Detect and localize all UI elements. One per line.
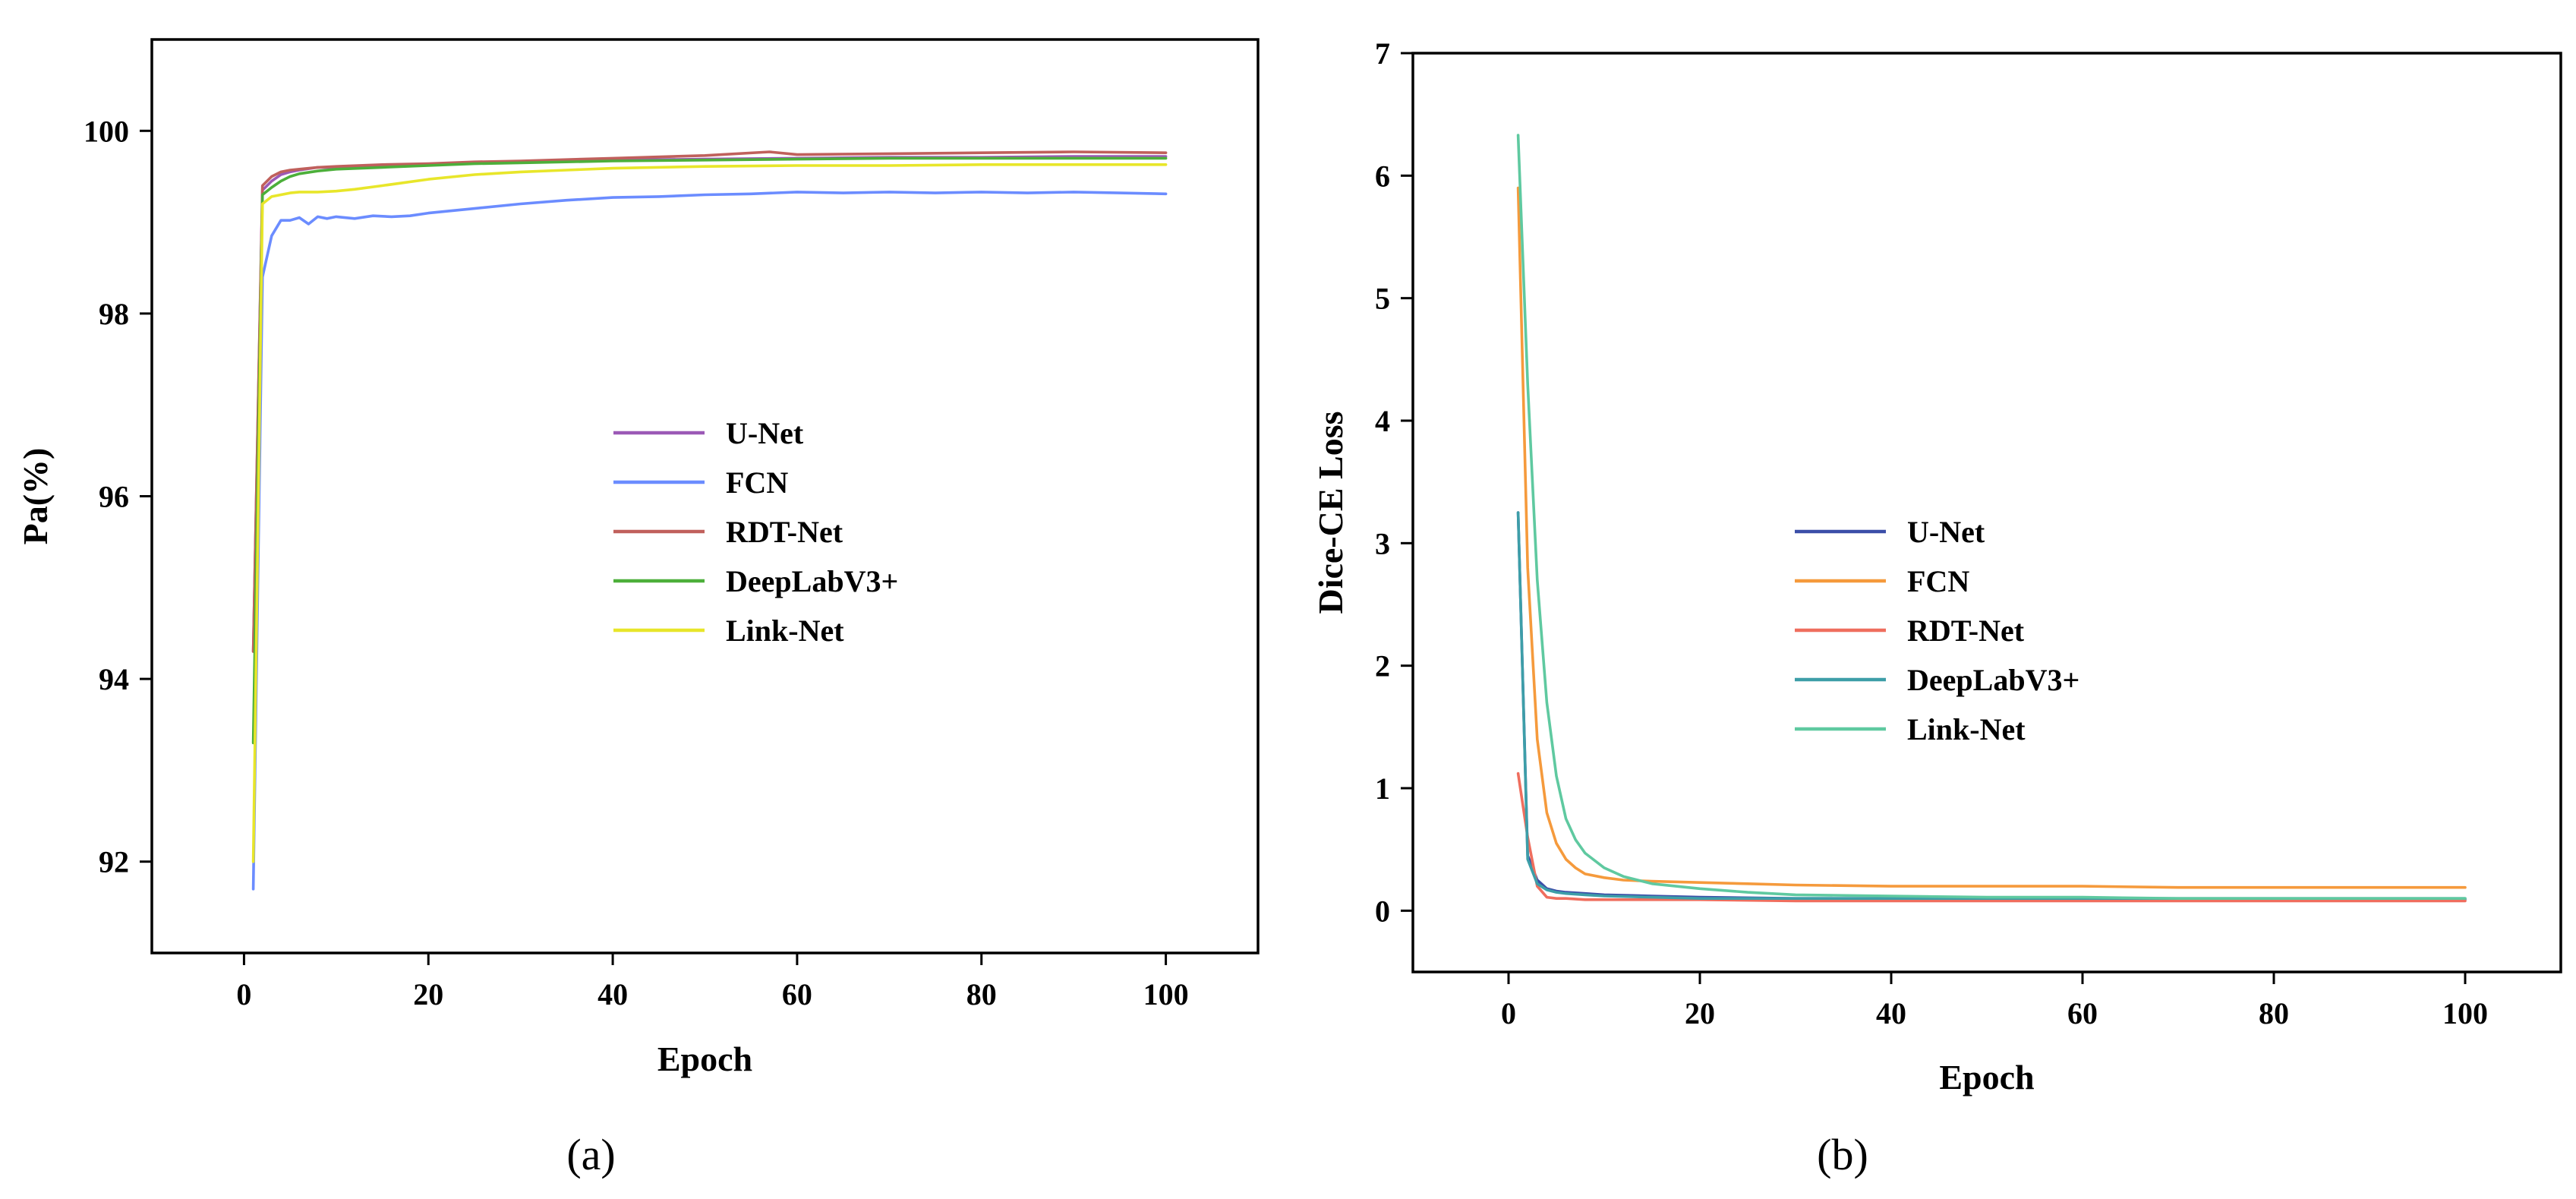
x-tick-label: 60 — [2067, 996, 2098, 1030]
y-tick-label: 100 — [84, 114, 129, 148]
y-tick-label: 98 — [99, 297, 129, 331]
x-tick-label: 20 — [413, 977, 443, 1011]
y-axis-title: Pa(%) — [16, 448, 55, 545]
legend-label: U-Net — [726, 416, 804, 450]
x-tick-label: 80 — [966, 977, 997, 1011]
y-tick-label: 5 — [1375, 282, 1390, 316]
x-tick-label: 0 — [236, 977, 251, 1011]
series-line-rdt-net — [251, 150, 1168, 653]
legend-label: FCN — [1907, 564, 1969, 598]
y-tick-label: 1 — [1375, 771, 1390, 806]
y-tick-label: 94 — [99, 662, 129, 696]
series-line-deeplabv3- — [251, 156, 1168, 745]
series-line-fcn — [251, 191, 1168, 891]
series-line-deeplabv3- — [1516, 511, 2467, 900]
panel-b: 0 20 40 60 80 100 0 1 2 3 4 5 6 7 Epoch Dice-CE Loss U-N… — [1311, 36, 2562, 1179]
plot-frame — [1411, 52, 2562, 973]
legend-label: U-Net — [1907, 515, 1985, 549]
y-tick-label: 92 — [99, 845, 129, 879]
series-line-link-net — [1516, 134, 2467, 900]
panel-a: 0 20 40 60 80 100 92 94 96 98 100 Epoch Pa(%) U-Net FC… — [16, 38, 1260, 1179]
legend-label: RDT-Net — [726, 515, 843, 549]
series-line-u-net — [251, 155, 1168, 653]
y-tick-label: 4 — [1375, 404, 1390, 438]
x-tick-label: 0 — [1501, 996, 1516, 1030]
series-line-link-net — [251, 163, 1168, 863]
legend-label: Link-Net — [726, 614, 844, 648]
x-tick-label: 100 — [1143, 977, 1189, 1011]
x-tick-label: 40 — [1876, 996, 1906, 1030]
y-tick-label: 3 — [1375, 526, 1390, 560]
legend-label: DeepLabV3+ — [1907, 663, 2079, 697]
y-tick-label: 96 — [99, 480, 129, 514]
x-tick-label: 80 — [2259, 996, 2289, 1030]
y-tick-label: 2 — [1375, 649, 1390, 683]
x-tick-label: 20 — [1685, 996, 1715, 1030]
x-axis-title: Epoch — [657, 1040, 752, 1078]
legend-label: FCN — [726, 465, 788, 500]
series-line-u-net — [1516, 511, 2467, 901]
y-tick-label: 6 — [1375, 159, 1390, 193]
panel-label: (b) — [1817, 1130, 1868, 1179]
x-axis-title: Epoch — [1939, 1058, 2034, 1096]
y-tick-label: 0 — [1375, 894, 1390, 928]
x-tick-label: 60 — [782, 977, 812, 1011]
legend-label: RDT-Net — [1907, 614, 2025, 648]
panel-label: (a) — [566, 1130, 615, 1179]
plot-frame — [150, 38, 1260, 954]
y-axis-title: Dice-CE Loss — [1311, 411, 1350, 614]
x-tick-label: 100 — [2442, 996, 2488, 1030]
y-tick-label: 7 — [1375, 36, 1390, 71]
series-line-rdt-net — [1516, 771, 2467, 903]
legend-label: DeepLabV3+ — [726, 564, 898, 598]
x-tick-label: 40 — [597, 977, 628, 1011]
legend-label: Link-Net — [1907, 712, 2026, 746]
series-line-fcn — [1516, 186, 2467, 889]
